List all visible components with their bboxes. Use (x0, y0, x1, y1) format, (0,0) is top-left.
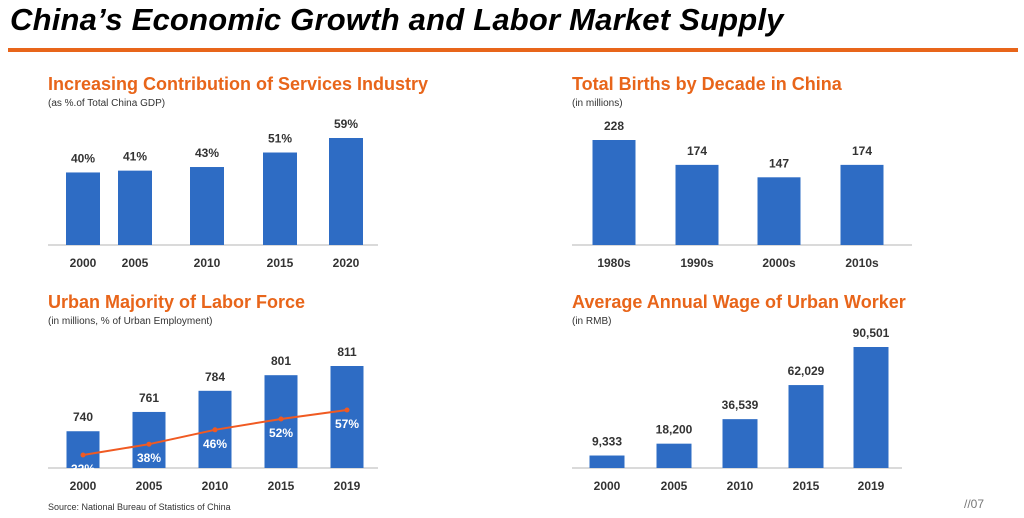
services-bar-2000 (66, 172, 100, 245)
labor-share-point-2000 (80, 452, 86, 458)
labor-value-label-2005: 761 (139, 391, 159, 405)
page-title: China’s Economic Growth and Labor Market… (10, 2, 784, 37)
labor-tick-label-2005: 2005 (136, 479, 163, 493)
services-tick-label-2000: 2000 (70, 256, 97, 270)
births-tick-label-2010s: 2010s (845, 256, 879, 270)
source-note: Source: National Bureau of Statistics of… (48, 502, 231, 512)
labor-value-label-2015: 801 (271, 354, 291, 368)
services-value-label-2010: 43% (195, 146, 219, 160)
labor-bar-2005 (132, 411, 166, 468)
births-value-label-2010s: 174 (852, 144, 872, 158)
births-chart-title: Total Births by Decade in China (572, 74, 842, 94)
births-value-label-2000s: 147 (769, 156, 789, 170)
wage-chart: 9,333 2000 18,200 2005 36,539 2010 62,029 2015 9… (572, 326, 902, 493)
labor-bar-2000 (66, 431, 100, 468)
labor-chart: 740 2000 761 2005 784 2010 801 2015 811 2019 32% 38… (48, 345, 378, 493)
labor-tick-label-2019: 2019 (334, 479, 361, 493)
births-tick-label-2000s: 2000s (762, 256, 796, 270)
services-tick-label-2015: 2015 (267, 256, 294, 270)
services-bar-2005 (118, 170, 152, 245)
services-chart-subtitle: (as %.of Total China GDP) (48, 98, 166, 109)
labor-tick-label-2015: 2015 (268, 479, 295, 493)
wage-tick-label-2000: 2000 (594, 479, 621, 493)
wage-tick-label-2015: 2015 (793, 479, 820, 493)
wage-value-label-2005: 18,200 (656, 423, 693, 437)
wage-chart-title: Average Annual Wage of Urban Worker (572, 292, 906, 312)
labor-panel: Urban Majority of Labor Force (in millio… (48, 292, 378, 493)
labor-chart-title: Urban Majority of Labor Force (48, 292, 306, 312)
services-value-label-2000: 40% (71, 151, 95, 165)
wage-bar-2010 (722, 419, 758, 468)
services-tick-label-2020: 2020 (333, 256, 360, 270)
wage-bar-2000 (589, 455, 625, 468)
wage-chart-subtitle: (in RMB) (572, 316, 612, 327)
page-number: //07 (963, 497, 984, 511)
services-tick-label-2010: 2010 (194, 256, 221, 270)
wage-value-label-2015: 62,029 (788, 364, 825, 378)
labor-share-label-2015: 52% (269, 426, 293, 440)
labor-share-label-2005: 38% (137, 451, 161, 465)
labor-value-label-2010: 784 (205, 370, 225, 384)
wage-value-label-2010: 36,539 (722, 398, 759, 412)
services-tick-label-2005: 2005 (122, 256, 149, 270)
wage-tick-label-2019: 2019 (858, 479, 885, 493)
wage-panel: Average Annual Wage of Urban Worker (in … (572, 292, 912, 493)
labor-bar-2019 (330, 366, 364, 468)
births-chart-subtitle: (in millions) (572, 98, 623, 109)
services-value-label-2020: 59% (334, 117, 358, 131)
births-panel: Total Births by Decade in China (in mill… (572, 74, 912, 274)
services-bar-2015 (263, 152, 297, 245)
births-value-label-1980s: 228 (604, 119, 624, 133)
title-divider (8, 48, 1018, 52)
services-panel: Increasing Contribution of Services Indu… (48, 74, 428, 274)
labor-chart-subtitle: (in millions, % of Urban Employment) (48, 316, 213, 327)
wage-value-label-2019: 90,501 (853, 326, 890, 340)
wage-bar-2005 (656, 443, 692, 468)
births-bar-2010s (840, 164, 884, 245)
labor-value-label-2000: 740 (73, 410, 93, 424)
services-value-label-2005: 41% (123, 150, 147, 164)
wage-tick-label-2005: 2005 (661, 479, 688, 493)
births-bar-1980s (592, 140, 636, 245)
wage-bar-2019 (853, 347, 889, 468)
labor-share-label-2010: 46% (203, 437, 227, 451)
labor-tick-label-2010: 2010 (202, 479, 229, 493)
services-chart-title: Increasing Contribution of Services Indu… (48, 74, 429, 94)
labor-tick-label-2000: 2000 (70, 479, 97, 493)
labor-share-label-2019: 57% (335, 417, 359, 431)
services-chart: 40% 2000 41% 2005 43% 2010 51% 2015 59% 2020 (48, 117, 378, 270)
births-tick-label-1980s: 1980s (597, 256, 631, 270)
labor-share-point-2010 (212, 427, 218, 433)
births-tick-label-1990s: 1990s (680, 256, 714, 270)
labor-share-point-2015 (278, 416, 284, 422)
services-bar-2020 (329, 138, 363, 245)
labor-share-point-2019 (344, 407, 350, 413)
wage-bar-2015 (788, 385, 824, 468)
labor-share-label-2000: 32% (71, 462, 95, 476)
services-bar-2010 (190, 167, 224, 245)
labor-value-label-2019: 811 (337, 345, 357, 359)
births-chart: 228 1980s 174 1990s 147 2000s 174 2010s (572, 119, 912, 270)
wage-value-label-2000: 9,333 (592, 435, 622, 449)
wage-tick-label-2010: 2010 (727, 479, 754, 493)
births-bar-1990s (675, 164, 719, 245)
births-value-label-1990s: 174 (687, 144, 707, 158)
births-bar-2000s (757, 177, 801, 245)
labor-share-point-2005 (146, 441, 152, 447)
services-value-label-2015: 51% (268, 132, 292, 146)
